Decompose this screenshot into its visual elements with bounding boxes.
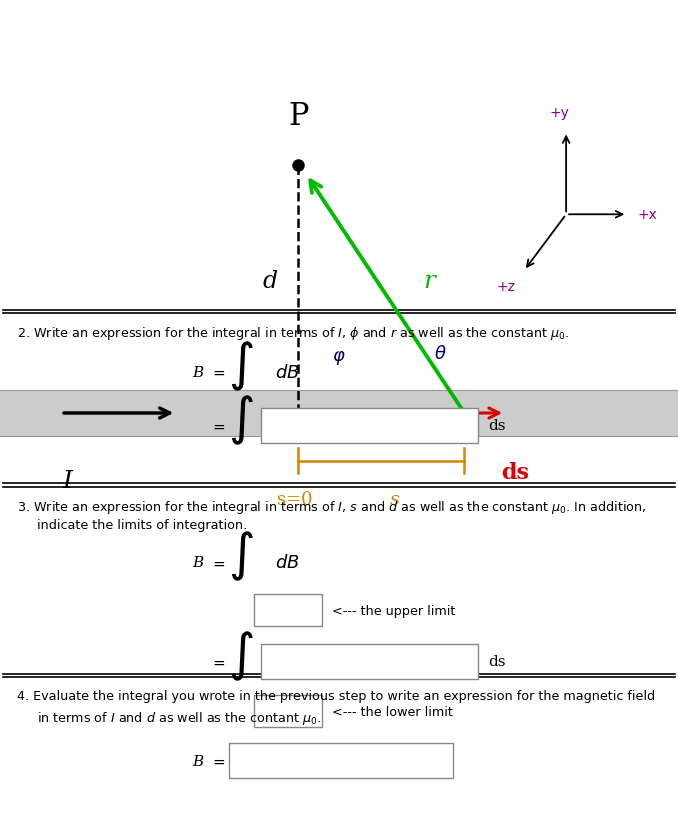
Text: $=$: $=$ [210, 418, 226, 433]
Bar [254, 595, 322, 626]
Text: $=$: $=$ [210, 654, 226, 669]
Text: in terms of $I$ and $d$ as well as the contant $\mu_0$.: in terms of $I$ and $d$ as well as the c… [37, 709, 321, 726]
Text: 3. Write an expression for the integral in terms of $I$, $s$ and $d$ as well as : 3. Write an expression for the integral … [17, 499, 646, 516]
Bar [254, 696, 322, 727]
Text: B: B [192, 366, 203, 379]
Text: $dB$: $dB$ [275, 553, 299, 571]
Text: B: B [192, 754, 203, 767]
Text: I: I [63, 470, 73, 492]
Text: $=$: $=$ [210, 555, 226, 570]
Text: $=$: $=$ [210, 365, 226, 380]
Text: ds: ds [501, 461, 530, 483]
Text: $\int$: $\int$ [228, 529, 254, 582]
Text: $\int$: $\int$ [228, 629, 254, 681]
Text: <--- the lower limit: <--- the lower limit [332, 705, 453, 718]
Text: 4. Evaluate the integral you wrote in the previous step to write an expression f: 4. Evaluate the integral you wrote in th… [17, 689, 655, 702]
Text: B: B [192, 556, 203, 569]
Text: r: r [423, 270, 435, 293]
Text: ds: ds [488, 655, 506, 668]
Text: $\int$: $\int$ [228, 393, 254, 446]
Text: P: P [288, 102, 308, 132]
Bar [261, 644, 478, 679]
Text: <--- the upper limit: <--- the upper limit [332, 604, 456, 617]
Bar [229, 743, 453, 778]
Text: +z: +z [496, 280, 515, 294]
Text: 2. Write an expression for the integral in terms of $I$, $\phi$ and $r$ as well : 2. Write an expression for the integral … [17, 325, 569, 342]
Text: $dB$: $dB$ [275, 363, 299, 381]
Text: $\varphi$: $\varphi$ [332, 349, 346, 366]
Text: +y: +y [549, 106, 570, 120]
Bar [0, 391, 678, 437]
Text: $\theta$: $\theta$ [435, 345, 447, 362]
Text: s: s [390, 490, 400, 508]
Text: s=0: s=0 [277, 490, 313, 508]
Text: ds: ds [488, 419, 506, 433]
Text: +x: +x [637, 208, 657, 222]
Text: $=$: $=$ [210, 753, 226, 768]
Text: $\int$: $\int$ [228, 339, 254, 392]
Text: indicate the limits of integration.: indicate the limits of integration. [37, 519, 247, 532]
Text: d: d [263, 270, 278, 293]
Bar [261, 409, 478, 443]
